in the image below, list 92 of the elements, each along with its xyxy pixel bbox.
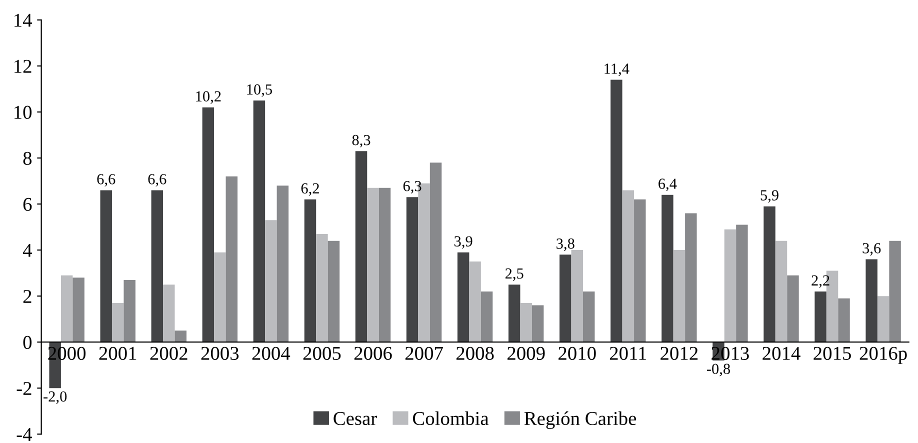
y-tick-label: 2 [23,290,32,303]
data-label: 3,9 [454,236,472,249]
bar [226,176,238,342]
bar [60,275,73,342]
data-label: -2,0 [44,391,67,404]
data-label: 11,4 [604,64,630,76]
bar [316,234,328,342]
bar [253,100,266,342]
data-label: 3,6 [862,243,881,256]
bar [304,199,316,342]
data-label: 5,9 [760,190,778,203]
data-label: 8,3 [352,134,370,148]
y-tick-label: -2 [16,382,32,395]
bar [673,250,686,342]
x-tick-label: 2014 [762,346,800,360]
bar [174,330,186,342]
data-label: 6,4 [658,178,677,192]
legend-label: Región Caribe [524,411,636,430]
bar [378,188,391,342]
x-tick-label: 2011 [610,346,646,360]
y-tick-label: 6 [23,198,32,211]
bar [265,220,277,342]
bar [622,190,634,342]
bar [457,252,470,342]
bar [662,194,674,342]
y-tick-label: 14 [14,14,32,27]
bar [877,296,890,342]
data-label: 6,6 [97,174,116,187]
bar [736,224,748,342]
data-label: 2,5 [505,268,524,281]
bar [560,254,572,342]
x-tick-label: 2006 [354,346,392,360]
bar [634,199,646,342]
y-tick-label: -4 [16,428,32,441]
bar [764,206,776,342]
bar [775,240,788,342]
y-tick-label: 8 [23,152,32,165]
y-tick-label: 4 [22,244,32,257]
data-label: 3,8 [556,238,574,251]
bar [520,302,532,342]
data-label: 10,2 [196,91,221,104]
x-tick-label: 2008 [456,346,494,360]
x-tick-label: 2015 [814,346,851,360]
bar [100,190,112,342]
x-tick-label: 2002 [150,346,188,360]
bar [610,80,622,342]
bar [328,240,340,342]
bar [582,291,595,342]
bar [406,197,418,342]
bar [480,291,493,342]
bar [724,229,736,342]
bar [367,188,379,342]
y-tick-label: 0 [23,336,32,350]
bar [508,284,520,342]
x-tick-label: 2007 [405,346,443,360]
bar [430,162,442,342]
bar [571,250,583,342]
bar [163,284,175,342]
x-tick-label: 2001 [99,346,136,360]
bar [469,262,481,342]
bar [124,280,136,342]
x-tick-label: 2004 [252,346,290,360]
bar [838,298,850,342]
x-tick-label: 2003 [201,346,239,360]
data-label: 6,6 [148,174,166,187]
bar [112,302,124,342]
data-label: -0,8 [706,364,730,376]
data-label: 10,5 [247,84,272,97]
bar [355,151,368,342]
bar [787,275,799,342]
data-label: 2,2 [812,275,830,288]
legend-label: Cesar [334,412,377,426]
bar [202,107,214,342]
bar [72,278,84,342]
data-label: 6,3 [403,180,422,194]
x-tick-label: 2010 [558,346,596,360]
bar [532,305,544,342]
bar [685,213,697,342]
legend-label: Colombia [412,411,489,426]
x-tick-label: 2012 [660,346,698,360]
y-tick-label: 10 [14,106,32,119]
x-tick-label: 2009 [508,346,545,360]
bar [151,190,164,342]
x-tick-label: 2005 [303,346,341,360]
x-tick-label: 2016p [860,346,907,364]
bar [276,186,289,342]
bar [214,252,226,342]
bar [814,291,826,342]
y-tick-label: 12 [14,60,32,73]
bar [866,259,878,342]
data-label: 6,2 [301,183,319,196]
bar [889,240,901,342]
